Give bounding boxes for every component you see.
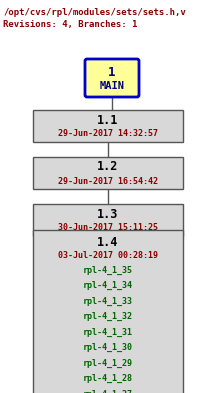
FancyBboxPatch shape bbox=[85, 59, 139, 97]
Text: rpl-4_1_27: rpl-4_1_27 bbox=[83, 389, 133, 393]
Text: rpl-4_1_32: rpl-4_1_32 bbox=[83, 312, 133, 321]
FancyBboxPatch shape bbox=[33, 110, 183, 142]
Text: 1: 1 bbox=[108, 66, 116, 79]
Text: 1.1: 1.1 bbox=[97, 114, 119, 127]
Text: rpl-4_1_33: rpl-4_1_33 bbox=[83, 296, 133, 305]
Text: Revisions: 4, Branches: 1: Revisions: 4, Branches: 1 bbox=[3, 20, 137, 29]
Text: rpl-4_1_34: rpl-4_1_34 bbox=[83, 281, 133, 290]
Text: 1.4: 1.4 bbox=[97, 237, 119, 250]
Text: rpl-4_1_35: rpl-4_1_35 bbox=[83, 265, 133, 275]
Text: 1.2: 1.2 bbox=[97, 160, 119, 173]
Text: 29-Jun-2017 16:54:42: 29-Jun-2017 16:54:42 bbox=[58, 176, 158, 185]
FancyBboxPatch shape bbox=[33, 157, 183, 189]
FancyBboxPatch shape bbox=[33, 230, 183, 393]
Text: 03-Jul-2017 00:28:19: 03-Jul-2017 00:28:19 bbox=[58, 252, 158, 261]
FancyBboxPatch shape bbox=[33, 204, 183, 236]
Text: 30-Jun-2017 15:11:25: 30-Jun-2017 15:11:25 bbox=[58, 224, 158, 233]
Text: /opt/cvs/rpl/modules/sets/sets.h,v: /opt/cvs/rpl/modules/sets/sets.h,v bbox=[3, 8, 186, 17]
Text: 29-Jun-2017 14:32:57: 29-Jun-2017 14:32:57 bbox=[58, 130, 158, 138]
Text: 1.3: 1.3 bbox=[97, 208, 119, 220]
Text: rpl-4_1_30: rpl-4_1_30 bbox=[83, 343, 133, 352]
Text: rpl-4_1_28: rpl-4_1_28 bbox=[83, 374, 133, 383]
Text: MAIN: MAIN bbox=[99, 81, 125, 91]
Text: rpl-4_1_31: rpl-4_1_31 bbox=[83, 327, 133, 336]
Text: rpl-4_1_29: rpl-4_1_29 bbox=[83, 358, 133, 367]
